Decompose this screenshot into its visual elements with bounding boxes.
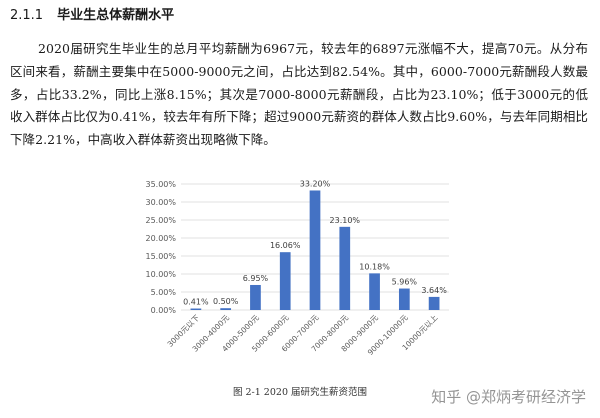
bars <box>190 190 440 310</box>
section-heading: 2.1.1 毕业生总体薪酬水平 <box>10 4 174 23</box>
salary-bar-chart: 0.00% 5.00% 10.00% 15.00% 20.00% 25.00% 30.00%… <box>135 170 455 380</box>
bar <box>190 308 202 310</box>
y-tick-label: 35.00% <box>145 180 176 189</box>
y-tick-label: 5.00% <box>151 288 177 297</box>
x-axis-ticks: 3000元以下3000-4000元4000-5000元5000-6000元600… <box>166 313 440 357</box>
y-axis-ticks: 0.00% 5.00% 10.00% 15.00% 20.00% 25.00% 30.00%… <box>145 180 176 315</box>
data-label: 6.95% <box>243 274 269 283</box>
y-tick-label: 15.00% <box>145 252 176 261</box>
data-label: 10.18% <box>359 262 390 271</box>
bar <box>250 284 261 310</box>
data-label: 33.20% <box>300 179 331 188</box>
bar <box>398 288 410 310</box>
section-title: 毕业生总体薪酬水平 <box>57 8 175 23</box>
paragraph-text: 2020届研究生毕业生的总月平均薪酬为6967元，较去年的6897元涨幅不大，提… <box>10 41 588 148</box>
bar <box>220 308 232 310</box>
data-label: 3.64% <box>421 286 447 295</box>
data-label: 0.50% <box>213 297 239 306</box>
data-label: 5.96% <box>392 278 418 287</box>
bar <box>428 296 440 310</box>
bar <box>279 252 291 310</box>
data-label: 23.10% <box>330 216 361 225</box>
chart-svg: 0.00% 5.00% 10.00% 15.00% 20.00% 25.00% 30.00%… <box>145 179 449 357</box>
y-tick-label: 0.00% <box>151 306 177 315</box>
watermark: 知乎 @郑炳考研经济学 <box>431 388 586 406</box>
y-tick-label: 25.00% <box>145 216 176 225</box>
y-tick-label: 20.00% <box>145 234 176 243</box>
data-label: 16.06% <box>270 241 301 250</box>
figure-caption: 图 2-1 2020 届研究生薪资范围 <box>232 387 368 398</box>
y-tick-label: 10.00% <box>145 270 176 279</box>
section-number: 2.1.1 <box>10 8 44 23</box>
data-label: 0.41% <box>183 298 209 307</box>
bar <box>309 190 321 310</box>
bar <box>369 273 380 310</box>
body-paragraph: 2020届研究生毕业生的总月平均薪酬为6967元，较去年的6897元涨幅不大，提… <box>10 38 588 152</box>
bar <box>339 226 351 310</box>
data-labels: 0.41% 0.50% 6.95% 16.06% 33.20% 23.10% 10.18%5… <box>183 179 447 306</box>
y-tick-label: 30.00% <box>145 198 176 207</box>
